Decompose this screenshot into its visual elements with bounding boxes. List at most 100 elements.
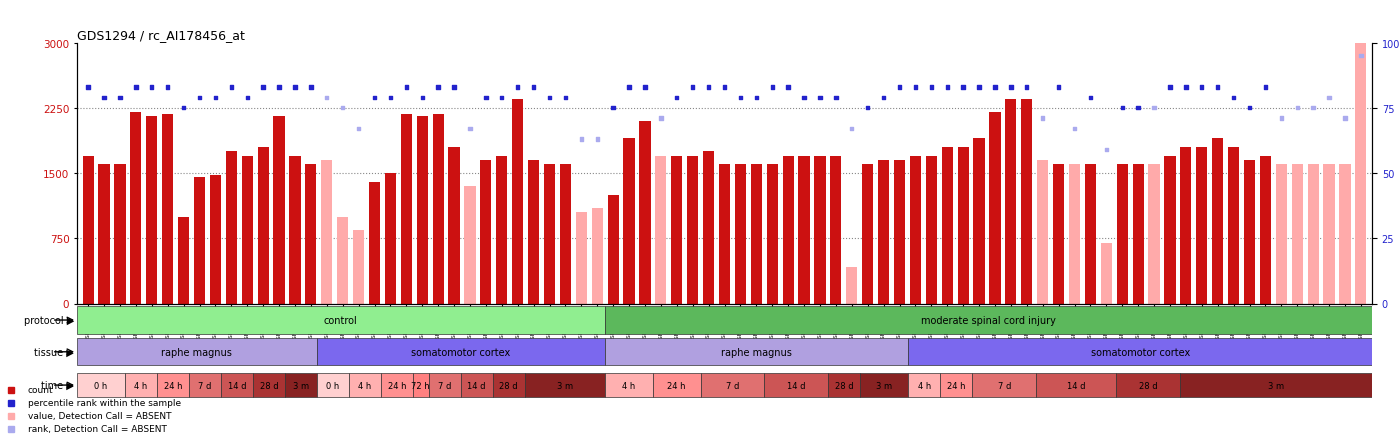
Point bbox=[507, 84, 529, 91]
Text: control: control bbox=[323, 316, 357, 325]
Point bbox=[1032, 115, 1054, 122]
Text: 7 d: 7 d bbox=[199, 381, 211, 390]
Point bbox=[1317, 95, 1340, 102]
Point bbox=[777, 84, 799, 91]
Point bbox=[1175, 84, 1197, 91]
Bar bbox=[1355, 39, 1366, 304]
Point bbox=[650, 115, 672, 122]
Point bbox=[857, 105, 879, 112]
Bar bbox=[1245, 161, 1254, 304]
Bar bbox=[321, 161, 332, 304]
Bar bbox=[496, 156, 507, 304]
Bar bbox=[528, 161, 539, 304]
Bar bbox=[1323, 165, 1334, 304]
FancyBboxPatch shape bbox=[221, 373, 253, 398]
Bar bbox=[703, 152, 714, 304]
Point bbox=[1222, 95, 1245, 102]
Text: 28 d: 28 d bbox=[500, 381, 518, 390]
Point bbox=[77, 84, 99, 91]
FancyBboxPatch shape bbox=[284, 373, 316, 398]
FancyBboxPatch shape bbox=[1180, 373, 1372, 398]
Bar bbox=[1117, 165, 1128, 304]
Bar bbox=[290, 156, 301, 304]
FancyBboxPatch shape bbox=[909, 373, 941, 398]
FancyBboxPatch shape bbox=[381, 373, 413, 398]
FancyBboxPatch shape bbox=[77, 339, 316, 365]
Point bbox=[379, 95, 402, 102]
Point bbox=[1190, 84, 1212, 91]
Text: protocol ▶: protocol ▶ bbox=[24, 316, 74, 325]
FancyBboxPatch shape bbox=[605, 339, 909, 365]
Point bbox=[538, 95, 560, 102]
Bar bbox=[910, 156, 921, 304]
Point bbox=[237, 95, 259, 102]
Point bbox=[1142, 105, 1165, 112]
Bar bbox=[815, 156, 826, 304]
Bar bbox=[1133, 165, 1144, 304]
Point bbox=[1287, 105, 1309, 112]
FancyBboxPatch shape bbox=[652, 373, 700, 398]
Bar bbox=[370, 182, 379, 304]
FancyBboxPatch shape bbox=[253, 373, 284, 398]
Text: 7 d: 7 d bbox=[438, 381, 451, 390]
Point bbox=[347, 126, 370, 133]
Bar bbox=[1340, 165, 1351, 304]
Text: 14 d: 14 d bbox=[1067, 381, 1085, 390]
Text: 24 h: 24 h bbox=[388, 381, 406, 390]
Point bbox=[364, 95, 386, 102]
Text: raphe magnus: raphe magnus bbox=[161, 347, 232, 357]
Point bbox=[1254, 84, 1277, 91]
Bar bbox=[925, 156, 937, 304]
Bar bbox=[1005, 100, 1016, 304]
Bar bbox=[1100, 243, 1112, 304]
Text: 4 h: 4 h bbox=[622, 381, 636, 390]
Bar bbox=[480, 161, 491, 304]
Bar bbox=[448, 148, 459, 304]
Point bbox=[634, 84, 657, 91]
Point bbox=[967, 84, 990, 91]
Point bbox=[697, 84, 720, 91]
Text: 4 h: 4 h bbox=[918, 381, 931, 390]
Point bbox=[315, 95, 337, 102]
Point bbox=[427, 84, 449, 91]
Text: count: count bbox=[28, 385, 53, 394]
FancyBboxPatch shape bbox=[829, 373, 861, 398]
Text: 3 m: 3 m bbox=[1268, 381, 1284, 390]
Bar bbox=[400, 115, 412, 304]
Point bbox=[570, 136, 592, 143]
Text: tissue ▶: tissue ▶ bbox=[34, 347, 74, 357]
Point bbox=[1112, 105, 1134, 112]
Bar bbox=[178, 217, 189, 304]
FancyBboxPatch shape bbox=[413, 373, 428, 398]
Bar bbox=[1085, 165, 1096, 304]
Point bbox=[792, 95, 815, 102]
Point bbox=[1350, 53, 1372, 60]
Text: 24 h: 24 h bbox=[946, 381, 966, 390]
Bar bbox=[783, 156, 794, 304]
Bar bbox=[1308, 165, 1319, 304]
Point bbox=[395, 84, 417, 91]
Text: value, Detection Call = ABSENT: value, Detection Call = ABSENT bbox=[28, 411, 171, 420]
Bar bbox=[895, 161, 904, 304]
Bar bbox=[273, 117, 284, 304]
Bar bbox=[195, 178, 204, 304]
Text: 14 d: 14 d bbox=[468, 381, 486, 390]
Bar bbox=[973, 139, 984, 304]
Bar bbox=[1180, 148, 1191, 304]
Bar bbox=[623, 139, 634, 304]
Point bbox=[1015, 84, 1037, 91]
Bar bbox=[242, 156, 253, 304]
Point bbox=[602, 105, 624, 112]
Text: percentile rank within the sample: percentile rank within the sample bbox=[28, 398, 181, 407]
Point bbox=[587, 136, 609, 143]
Text: 3 m: 3 m bbox=[293, 381, 309, 390]
Bar bbox=[687, 156, 699, 304]
Point bbox=[888, 84, 910, 91]
Bar bbox=[337, 217, 349, 304]
Point bbox=[284, 84, 307, 91]
FancyBboxPatch shape bbox=[525, 373, 605, 398]
Bar bbox=[1275, 165, 1287, 304]
Bar bbox=[942, 148, 953, 304]
Bar bbox=[767, 165, 778, 304]
FancyBboxPatch shape bbox=[605, 373, 652, 398]
